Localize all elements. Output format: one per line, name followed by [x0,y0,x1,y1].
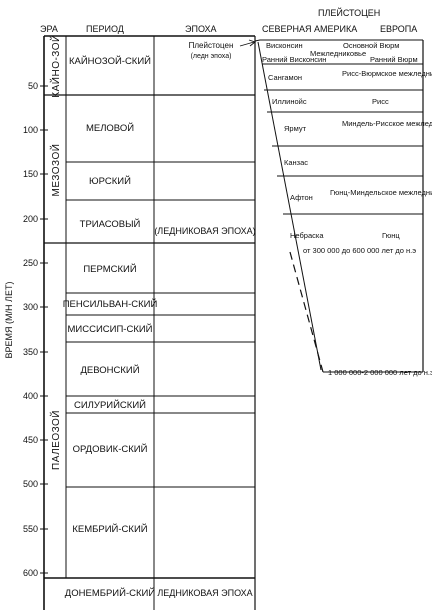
stage-riss-wurm: Рисс-Вюрмское межледниковье [342,69,432,78]
stage-gunz-mindel: Гюнц-Миндельское межледниковье [330,188,432,197]
header-north-america: СЕВЕРНАЯ АМЕРИКА [262,24,357,34]
axis-title: ВРЕМЯ (М/Н ЛЕТ) [4,282,14,359]
stage-nebraskan: Небраска [290,231,324,240]
period-cenozoic-label: КАЙНОЗОЙ-СКИЙ [69,55,151,67]
era-cenozoic-label: КАЙНО-ЗОЙ [49,34,62,97]
period-devonian-label: ДЕВОНСКИЙ [80,364,139,376]
period-cambrian-label: КЕМБРИЙ-СКИЙ [72,523,147,535]
stage-aftonian: Афтон [290,193,313,202]
stage-yarmouth: Ярмут [284,124,307,133]
era-mesozoic-label: МЕЗОЗОЙ [49,144,62,197]
epoch-pleistocene-label: Плейстоцен [189,41,234,50]
expansion-dashed-edge [289,251,324,373]
stage-wisconsin: Висконсин [266,41,303,50]
stage-main-wurm: Основной Вюрм [343,41,399,50]
axis-tick-labels: 50 100 150 200 250 300 350 400 450 500 5… [23,81,38,578]
range-top-label: от 300 000 до 600 000 лет до н.э [303,246,416,255]
stage-sangamon: Сангамон [268,73,302,82]
period-permian-label: ПЕРМСКИЙ [83,263,137,275]
era-paleozoic-label: ПАЛЕОЗОЙ [49,410,62,470]
period-silurian-label: СИЛУРИЙСКИЙ [74,399,146,411]
expansion-left-edge-solid [257,41,322,371]
axis-tick-label: 350 [23,347,38,357]
stage-illinoian: Иллинойс [272,97,307,106]
epoch-glacial-bottom-label: ЛЕДНИКОВАЯ ЭПОХА [157,588,252,598]
header-period: ПЕРИОД [86,24,124,34]
pleistocene-pointer [239,41,255,47]
period-cretaceous-label: МЕЛОВОЙ [86,122,134,134]
header-era: ЭРА [40,24,58,34]
axis-tick-label: 450 [23,435,38,445]
pleistocene-stages: Висконсин Основной Вюрм Межледниковье Ра… [262,41,432,377]
period-labels: КАЙНОЗОЙ-СКИЙ МЕЛОВОЙ ЮРСКИЙ ТРИАСОВЫЙ П… [63,55,158,599]
period-triassic-label: ТРИАСОВЫЙ [80,218,141,230]
header-pleistocene: ПЛЕЙСТОЦЕН [318,7,380,18]
stage-early-wurm: Ранний Вюрм [370,55,418,64]
axis-tick-label: 300 [23,302,38,312]
epoch-glacial-label: (ЛЕДНИКОВАЯ ЭПОХА) [154,226,255,236]
period-precambrian-label: ДОНЕМБРИЙ-СКИЙ [65,587,156,599]
expansion-connector-top [254,39,423,42]
axis-tick-label: 550 [23,524,38,534]
axis-tick-label: 200 [23,214,38,224]
period-pennsylvanian-label: ПЕНСИЛЬВАН-СКИЙ [63,298,158,310]
axis-tick-label: 100 [23,125,38,135]
stage-mindel-riss: Миндель-Рисское межледниковье [342,119,432,128]
axis-tick-label: 600 [23,568,38,578]
stage-interglacial-1: Межледниковье [310,49,366,58]
period-jurassic-label: ЮРСКИЙ [89,175,131,187]
axis-ticks [40,85,48,574]
stage-kansan: Канзас [284,158,308,167]
axis-tick-label: 250 [23,258,38,268]
stage-gunz: Гюнц [382,231,400,240]
range-bottom-label: 1 000 000-2 000 000 лет до н.э [328,368,432,377]
header-epoch: ЭПОХА [185,24,217,34]
axis-tick-label: 500 [23,479,38,489]
epoch-pleistocene-note: (ледн эпоха) [191,53,232,60]
period-mississippian-label: МИССИСИП-СКИЙ [67,323,152,335]
axis-tick-label: 400 [23,391,38,401]
stage-early-wisconsin: Ранний Висконсин [262,55,326,64]
pleistocene-pointer-arrowhead [248,39,256,47]
period-ordovician-label: ОРДОВИК-СКИЙ [73,443,148,455]
header-europe: ЕВРОПА [380,24,417,34]
stage-riss: Рисс [372,97,389,106]
stage-riss-wurm-text: Рисс-Вюрмское межледниковье [342,69,432,78]
axis-tick-label: 150 [23,169,38,179]
axis-tick-label: 50 [28,81,38,91]
